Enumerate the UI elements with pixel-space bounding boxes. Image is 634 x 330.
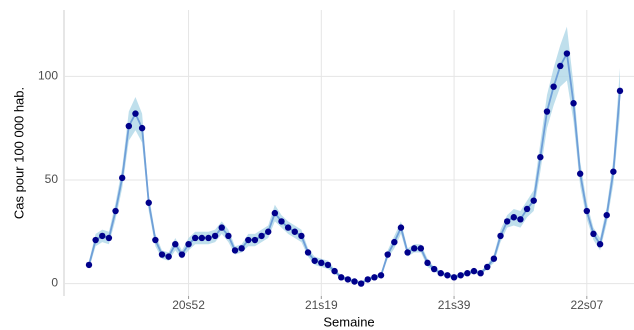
point: [304, 249, 312, 256]
point: [198, 234, 206, 242]
point: [596, 240, 604, 248]
point: [557, 62, 564, 70]
point: [517, 216, 524, 223]
point: [324, 261, 332, 269]
point: [457, 272, 464, 279]
point: [537, 153, 544, 161]
point: [477, 270, 484, 277]
point: [278, 218, 285, 225]
point: [251, 236, 259, 244]
point: [391, 238, 398, 246]
point: [311, 257, 318, 264]
point: [265, 228, 272, 235]
point: [404, 249, 411, 256]
point: [364, 276, 371, 283]
point: [145, 199, 152, 206]
point: [185, 240, 192, 248]
point: [570, 100, 577, 107]
point: [450, 274, 458, 281]
point: [211, 232, 219, 240]
point: [503, 218, 511, 225]
point: [590, 230, 597, 238]
point: [298, 232, 305, 240]
x-tick-label: 22s07: [570, 298, 603, 312]
point: [411, 245, 418, 252]
point: [225, 232, 232, 240]
point: [563, 50, 571, 57]
point: [245, 236, 252, 244]
x-axis-title: Semaine: [323, 314, 374, 329]
point: [616, 87, 624, 95]
x-tick-label: 21s39: [438, 298, 471, 312]
point: [484, 263, 491, 271]
point: [138, 124, 146, 132]
x-tick-label: 20s52: [172, 298, 205, 312]
point: [523, 205, 531, 213]
point: [430, 265, 438, 273]
point: [205, 234, 212, 242]
point: [351, 278, 358, 285]
point: [377, 272, 385, 279]
point: [576, 170, 584, 177]
point: [178, 251, 186, 258]
point: [417, 245, 425, 252]
point: [530, 197, 537, 204]
point: [85, 261, 93, 269]
point: [318, 259, 325, 267]
point: [497, 232, 504, 240]
point: [583, 207, 591, 215]
point: [510, 214, 517, 221]
point: [331, 267, 338, 275]
point: [192, 234, 199, 242]
point: [464, 270, 471, 277]
point: [371, 274, 378, 281]
point: [105, 234, 113, 242]
point: [603, 211, 610, 219]
point: [357, 280, 365, 287]
point: [118, 174, 126, 182]
point: [92, 236, 99, 244]
point: [338, 274, 345, 281]
point: [490, 255, 498, 262]
point: [291, 228, 298, 235]
point: [470, 267, 478, 275]
point: [152, 236, 159, 244]
point: [132, 110, 139, 117]
point: [284, 224, 292, 231]
point: [271, 209, 279, 217]
y-tick-label: 100: [38, 68, 58, 82]
point: [424, 259, 431, 267]
point: [444, 272, 451, 279]
point: [543, 108, 551, 115]
point: [158, 251, 166, 258]
point: [231, 247, 239, 254]
point: [99, 232, 106, 240]
point: [344, 276, 352, 283]
y-axis-title: Cas pour 100 000 hab.: [11, 87, 26, 219]
point: [610, 168, 617, 175]
point: [397, 224, 405, 231]
point: [258, 232, 265, 240]
point: [125, 122, 133, 130]
point: [165, 253, 172, 260]
point: [218, 224, 225, 231]
point: [437, 270, 444, 277]
point: [238, 245, 245, 252]
y-tick-label: 50: [45, 172, 59, 186]
point: [112, 207, 119, 215]
point: [550, 83, 557, 90]
point: [172, 240, 179, 248]
y-tick-label: 0: [51, 276, 58, 290]
point: [384, 251, 391, 258]
x-tick-label: 21s19: [305, 298, 338, 312]
